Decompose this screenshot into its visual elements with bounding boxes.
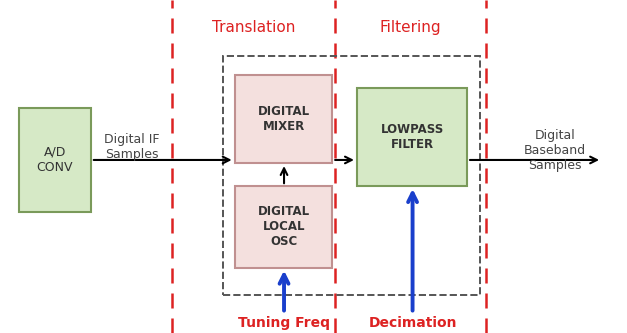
Text: Decimation: Decimation	[368, 316, 457, 330]
Text: Tuning Freq: Tuning Freq	[238, 316, 330, 330]
Text: Digital IF
Samples: Digital IF Samples	[104, 133, 159, 161]
Text: LOWPASS
FILTER: LOWPASS FILTER	[381, 123, 444, 151]
Bar	[19, 108, 91, 212]
Text: DIGITAL
MIXER: DIGITAL MIXER	[258, 105, 310, 133]
Text: Translation: Translation	[213, 20, 295, 35]
Bar	[223, 56, 480, 295]
Text: A/D
CONV: A/D CONV	[36, 146, 73, 174]
Text: Filtering: Filtering	[380, 20, 441, 35]
Text: DIGITAL
LOCAL
OSC: DIGITAL LOCAL OSC	[258, 205, 310, 248]
Bar	[235, 75, 332, 163]
Bar	[357, 88, 467, 186]
Text: Digital
Baseband
Samples: Digital Baseband Samples	[524, 129, 586, 172]
Bar	[235, 186, 332, 268]
